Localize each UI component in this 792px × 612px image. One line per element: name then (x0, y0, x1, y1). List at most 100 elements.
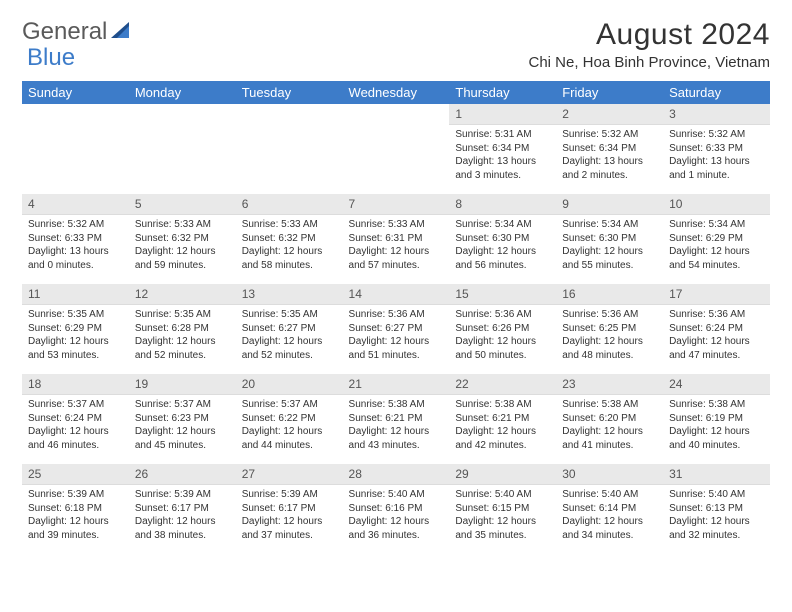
day-number: 21 (343, 374, 450, 395)
calendar-day-cell: 11Sunrise: 5:35 AMSunset: 6:29 PMDayligh… (22, 284, 129, 374)
logo-sail-icon (111, 22, 137, 42)
day-number: 30 (556, 464, 663, 485)
day-header: Sunday (22, 81, 129, 104)
day-number: 1 (449, 104, 556, 125)
calendar-day-cell: 14Sunrise: 5:36 AMSunset: 6:27 PMDayligh… (343, 284, 450, 374)
calendar-day-cell: 6Sunrise: 5:33 AMSunset: 6:32 PMDaylight… (236, 194, 343, 284)
calendar-week-row: 1Sunrise: 5:31 AMSunset: 6:34 PMDaylight… (22, 104, 770, 194)
calendar-day-cell (236, 104, 343, 194)
day-number: 7 (343, 194, 450, 215)
day-details: Sunrise: 5:36 AMSunset: 6:24 PMDaylight:… (663, 305, 770, 366)
calendar-day-cell: 7Sunrise: 5:33 AMSunset: 6:31 PMDaylight… (343, 194, 450, 284)
day-number: 20 (236, 374, 343, 395)
day-details: Sunrise: 5:32 AMSunset: 6:33 PMDaylight:… (22, 215, 129, 276)
day-number: 13 (236, 284, 343, 305)
day-details: Sunrise: 5:39 AMSunset: 6:17 PMDaylight:… (129, 485, 236, 546)
day-details: Sunrise: 5:33 AMSunset: 6:31 PMDaylight:… (343, 215, 450, 276)
calendar-day-cell: 27Sunrise: 5:39 AMSunset: 6:17 PMDayligh… (236, 464, 343, 554)
calendar-day-cell: 22Sunrise: 5:38 AMSunset: 6:21 PMDayligh… (449, 374, 556, 464)
calendar-day-cell: 5Sunrise: 5:33 AMSunset: 6:32 PMDaylight… (129, 194, 236, 284)
calendar-day-cell: 8Sunrise: 5:34 AMSunset: 6:30 PMDaylight… (449, 194, 556, 284)
calendar-week-row: 4Sunrise: 5:32 AMSunset: 6:33 PMDaylight… (22, 194, 770, 284)
calendar-day-cell (129, 104, 236, 194)
day-number: 16 (556, 284, 663, 305)
day-details: Sunrise: 5:33 AMSunset: 6:32 PMDaylight:… (236, 215, 343, 276)
title-block: August 2024 Chi Ne, Hoa Binh Province, V… (528, 18, 770, 71)
calendar-day-cell: 24Sunrise: 5:38 AMSunset: 6:19 PMDayligh… (663, 374, 770, 464)
day-details: Sunrise: 5:36 AMSunset: 6:25 PMDaylight:… (556, 305, 663, 366)
day-number: 5 (129, 194, 236, 215)
day-header: Monday (129, 81, 236, 104)
calendar-day-cell: 17Sunrise: 5:36 AMSunset: 6:24 PMDayligh… (663, 284, 770, 374)
calendar-day-cell: 30Sunrise: 5:40 AMSunset: 6:14 PMDayligh… (556, 464, 663, 554)
day-details: Sunrise: 5:38 AMSunset: 6:19 PMDaylight:… (663, 395, 770, 456)
calendar-day-cell: 21Sunrise: 5:38 AMSunset: 6:21 PMDayligh… (343, 374, 450, 464)
day-number: 31 (663, 464, 770, 485)
day-header: Thursday (449, 81, 556, 104)
calendar-day-cell: 23Sunrise: 5:38 AMSunset: 6:20 PMDayligh… (556, 374, 663, 464)
page-title: August 2024 (528, 18, 770, 52)
calendar-week-row: 11Sunrise: 5:35 AMSunset: 6:29 PMDayligh… (22, 284, 770, 374)
day-number: 19 (129, 374, 236, 395)
day-details: Sunrise: 5:35 AMSunset: 6:27 PMDaylight:… (236, 305, 343, 366)
calendar-week-row: 18Sunrise: 5:37 AMSunset: 6:24 PMDayligh… (22, 374, 770, 464)
calendar-day-cell: 25Sunrise: 5:39 AMSunset: 6:18 PMDayligh… (22, 464, 129, 554)
calendar-body: 1Sunrise: 5:31 AMSunset: 6:34 PMDaylight… (22, 104, 770, 554)
day-number: 9 (556, 194, 663, 215)
calendar-week-row: 25Sunrise: 5:39 AMSunset: 6:18 PMDayligh… (22, 464, 770, 554)
day-details: Sunrise: 5:40 AMSunset: 6:13 PMDaylight:… (663, 485, 770, 546)
day-header: Saturday (663, 81, 770, 104)
calendar-day-cell: 1Sunrise: 5:31 AMSunset: 6:34 PMDaylight… (449, 104, 556, 194)
calendar-day-cell: 16Sunrise: 5:36 AMSunset: 6:25 PMDayligh… (556, 284, 663, 374)
day-details: Sunrise: 5:34 AMSunset: 6:29 PMDaylight:… (663, 215, 770, 276)
day-details: Sunrise: 5:34 AMSunset: 6:30 PMDaylight:… (556, 215, 663, 276)
calendar-day-cell: 13Sunrise: 5:35 AMSunset: 6:27 PMDayligh… (236, 284, 343, 374)
day-number: 24 (663, 374, 770, 395)
calendar-day-cell: 28Sunrise: 5:40 AMSunset: 6:16 PMDayligh… (343, 464, 450, 554)
day-number: 14 (343, 284, 450, 305)
calendar-day-cell: 26Sunrise: 5:39 AMSunset: 6:17 PMDayligh… (129, 464, 236, 554)
calendar-day-cell: 19Sunrise: 5:37 AMSunset: 6:23 PMDayligh… (129, 374, 236, 464)
day-header: Wednesday (343, 81, 450, 104)
calendar-day-cell: 12Sunrise: 5:35 AMSunset: 6:28 PMDayligh… (129, 284, 236, 374)
day-details: Sunrise: 5:40 AMSunset: 6:15 PMDaylight:… (449, 485, 556, 546)
calendar-day-cell: 29Sunrise: 5:40 AMSunset: 6:15 PMDayligh… (449, 464, 556, 554)
day-number: 15 (449, 284, 556, 305)
day-details: Sunrise: 5:35 AMSunset: 6:28 PMDaylight:… (129, 305, 236, 366)
location-text: Chi Ne, Hoa Binh Province, Vietnam (528, 54, 770, 71)
day-details: Sunrise: 5:36 AMSunset: 6:27 PMDaylight:… (343, 305, 450, 366)
day-header: Tuesday (236, 81, 343, 104)
day-number: 8 (449, 194, 556, 215)
day-details: Sunrise: 5:39 AMSunset: 6:17 PMDaylight:… (236, 485, 343, 546)
day-details: Sunrise: 5:34 AMSunset: 6:30 PMDaylight:… (449, 215, 556, 276)
day-details: Sunrise: 5:37 AMSunset: 6:23 PMDaylight:… (129, 395, 236, 456)
day-number: 23 (556, 374, 663, 395)
logo: General (22, 18, 137, 46)
calendar-day-cell: 18Sunrise: 5:37 AMSunset: 6:24 PMDayligh… (22, 374, 129, 464)
day-header-row: Sunday Monday Tuesday Wednesday Thursday… (22, 81, 770, 104)
calendar-day-cell: 31Sunrise: 5:40 AMSunset: 6:13 PMDayligh… (663, 464, 770, 554)
calendar-day-cell: 15Sunrise: 5:36 AMSunset: 6:26 PMDayligh… (449, 284, 556, 374)
day-number: 10 (663, 194, 770, 215)
day-details: Sunrise: 5:33 AMSunset: 6:32 PMDaylight:… (129, 215, 236, 276)
day-number: 17 (663, 284, 770, 305)
day-number: 26 (129, 464, 236, 485)
calendar-table: Sunday Monday Tuesday Wednesday Thursday… (22, 81, 770, 554)
day-number: 4 (22, 194, 129, 215)
day-details: Sunrise: 5:38 AMSunset: 6:21 PMDaylight:… (449, 395, 556, 456)
day-details: Sunrise: 5:40 AMSunset: 6:16 PMDaylight:… (343, 485, 450, 546)
day-number: 27 (236, 464, 343, 485)
day-number: 29 (449, 464, 556, 485)
calendar-day-cell: 2Sunrise: 5:32 AMSunset: 6:34 PMDaylight… (556, 104, 663, 194)
day-number: 11 (22, 284, 129, 305)
calendar-day-cell: 3Sunrise: 5:32 AMSunset: 6:33 PMDaylight… (663, 104, 770, 194)
calendar-day-cell: 4Sunrise: 5:32 AMSunset: 6:33 PMDaylight… (22, 194, 129, 284)
day-number: 25 (22, 464, 129, 485)
day-number: 18 (22, 374, 129, 395)
day-number: 28 (343, 464, 450, 485)
day-number: 6 (236, 194, 343, 215)
calendar-day-cell (343, 104, 450, 194)
calendar-day-cell: 20Sunrise: 5:37 AMSunset: 6:22 PMDayligh… (236, 374, 343, 464)
calendar-day-cell: 10Sunrise: 5:34 AMSunset: 6:29 PMDayligh… (663, 194, 770, 284)
day-details: Sunrise: 5:32 AMSunset: 6:34 PMDaylight:… (556, 125, 663, 186)
